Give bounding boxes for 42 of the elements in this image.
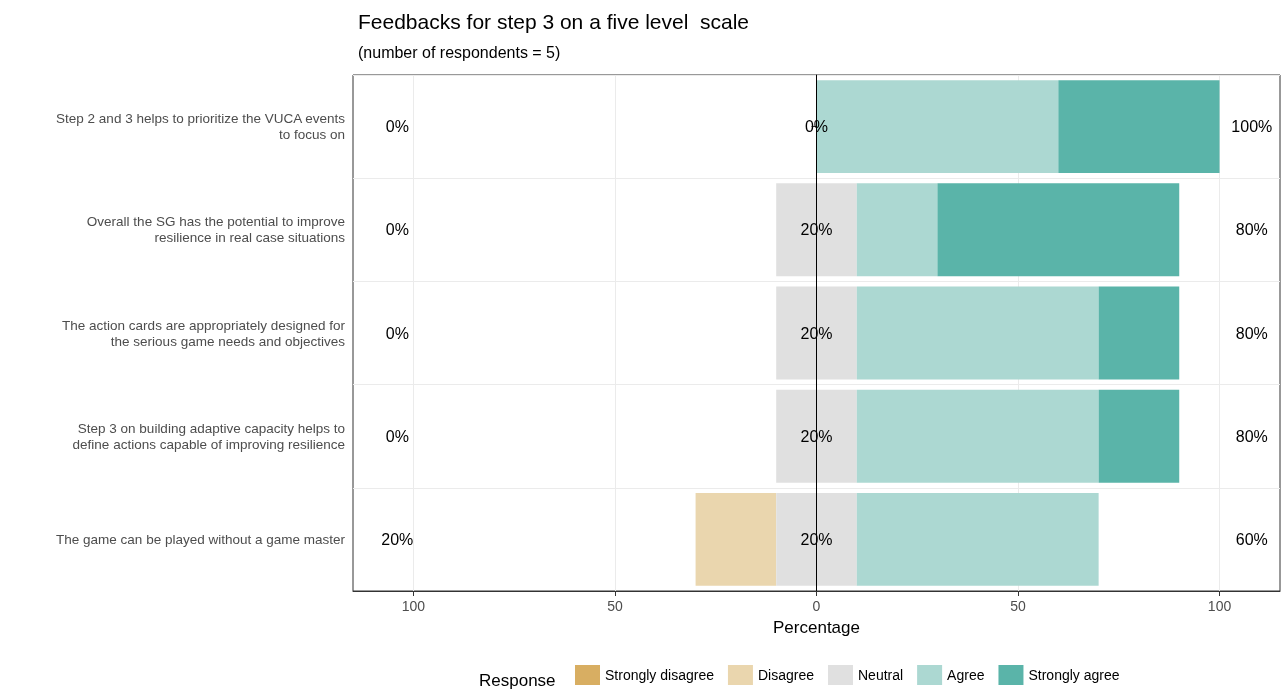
bar: [1058, 80, 1220, 174]
chart-title: Feedbacks for step 3 on a five level scale: [358, 10, 750, 33]
annotation: 0%: [385, 324, 409, 342]
bar: [856, 389, 1099, 483]
bar: [856, 492, 1099, 586]
annotation: 0%: [385, 221, 409, 239]
bar: [856, 286, 1099, 380]
x-tick-label: 50: [1010, 598, 1027, 614]
legend-label: Disagree: [757, 667, 815, 683]
bar: [776, 286, 857, 380]
bar: [1098, 389, 1180, 483]
annotation: 100%: [1231, 118, 1273, 136]
bar: [937, 183, 1180, 277]
y-tick-label: Overall the SG has the potential to improve resilience in real case situations: [86, 214, 346, 246]
chart-subtitle: (number of respondents = 5): [358, 43, 561, 61]
legend-label: Neutral: [857, 667, 904, 683]
bar: [856, 183, 938, 277]
y-tick-label: Step 2 and 3 helps to prioritize the VUCA events to focus on: [56, 111, 346, 143]
annotation: 60%: [1235, 530, 1268, 548]
annotation: 20%: [381, 530, 414, 548]
x-axis-title: Percentage: [773, 618, 860, 637]
bar: [1098, 286, 1180, 380]
annotation: 0%: [385, 118, 409, 136]
bar: [776, 492, 857, 586]
annotation: 80%: [1235, 427, 1268, 445]
x-tick-label: 50: [607, 598, 623, 614]
annotation: 80%: [1235, 221, 1268, 239]
legend-label: Agree: [947, 667, 985, 683]
y-tick-label: The action cards are appropriately designed for the serious game needs and objectives: [62, 317, 346, 349]
annotation: 0%: [385, 427, 409, 445]
y-tick-label: Step 3 on building adaptive capacity helps to define actions capable of improving resilience: [72, 420, 345, 452]
legend-title: Response: [479, 671, 556, 690]
annotation: 80%: [1235, 324, 1268, 342]
bar: [695, 492, 777, 586]
bar: [776, 389, 857, 483]
bar: [776, 183, 857, 277]
x-tick-label: 0: [812, 598, 821, 614]
y-tick-label: The game can be played without a game master: [56, 531, 346, 547]
x-tick-label: 100: [401, 598, 426, 614]
legend-label: Strongly disagree: [605, 667, 715, 683]
legend-label: Strongly agree: [1028, 667, 1120, 683]
x-tick-label: 100: [1207, 598, 1232, 614]
